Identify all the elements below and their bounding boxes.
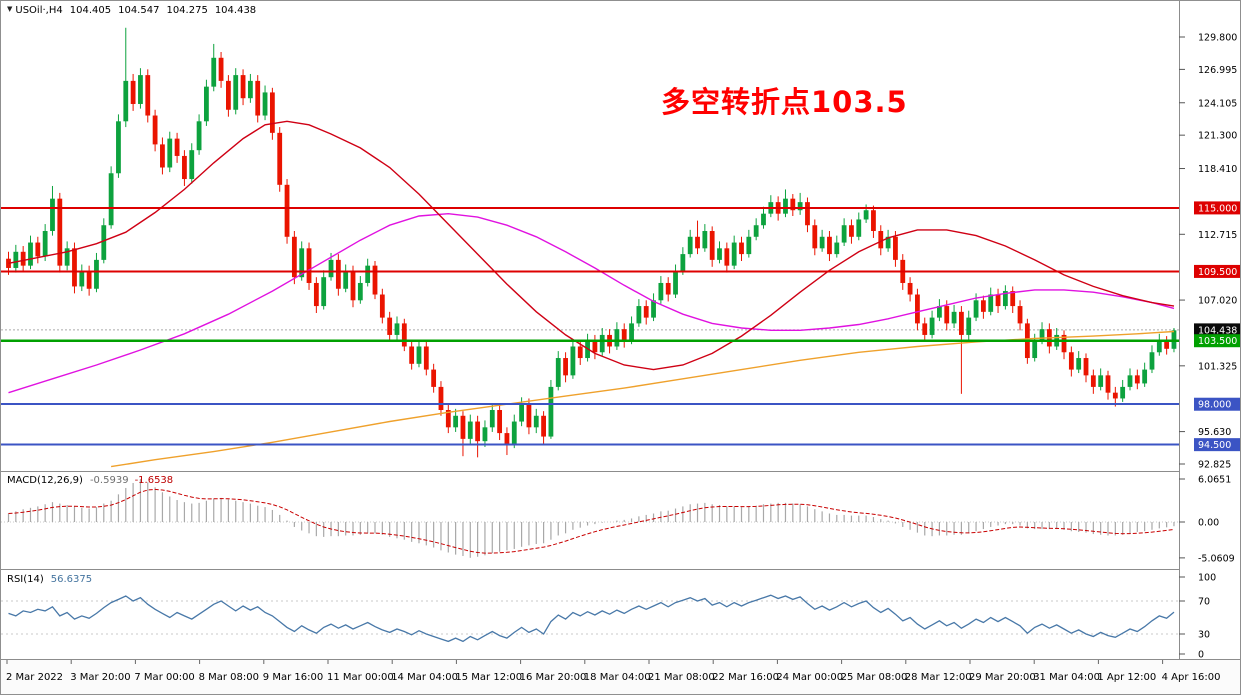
price-tick-label: 101.325	[1198, 361, 1237, 372]
ohlc-close: 104.438	[214, 5, 257, 16]
time-axis-label: 15 Mar 12:00	[455, 672, 522, 683]
time-axis-label: 24 Mar 00:00	[776, 672, 843, 683]
time-axis-label: 28 Mar 12:00	[905, 672, 972, 683]
time-axis-label: 2 Mar 2022	[6, 672, 63, 683]
price-tick-label: 95.630	[1198, 427, 1231, 438]
svg-text:104.438: 104.438	[1198, 325, 1237, 336]
rsi-scale-label: 0	[1198, 650, 1204, 661]
time-axis-label: 29 Mar 20:00	[969, 672, 1036, 683]
svg-text:103.500: 103.500	[1198, 336, 1237, 347]
time-axis-label: 9 Mar 16:00	[263, 672, 323, 683]
time-axis-label: 4 Apr 16:00	[1162, 672, 1221, 683]
macd-histogram	[7, 479, 1175, 558]
macd-scale-label: -5.0609	[1198, 553, 1235, 564]
macd-label-text: MACD(12,26,9)	[7, 475, 83, 486]
rsi-indicator-label: RSI(14) 56.6375	[7, 574, 92, 585]
ohlc-low: 104.275	[166, 5, 208, 16]
ohlc-open: 104.405	[69, 5, 112, 16]
svg-text:94.500: 94.500	[1198, 440, 1231, 451]
price-tick-label: 126.995	[1198, 65, 1237, 76]
price-tick-label: 118.410	[1198, 164, 1237, 175]
pane-separators	[1, 1, 1240, 660]
price-pane[interactable]	[1, 27, 1179, 468]
ma-red-line	[8, 120, 1175, 371]
time-axis-label: 31 Mar 04:00	[1033, 672, 1100, 683]
time-axis-label: 16 Mar 20:00	[520, 672, 587, 683]
price-tag-94.500	[1194, 438, 1240, 452]
collapse-arrow-icon[interactable]: ▼	[7, 5, 13, 13]
symbol-timeframe-label: USOil·,H4	[15, 5, 63, 16]
ma-orange-line	[110, 330, 1175, 468]
time-axis-label: 21 Mar 08:00	[648, 672, 715, 683]
price-tag-98.000	[1194, 397, 1240, 411]
rsi-pane[interactable]	[1, 594, 1179, 643]
macd-main-value: -0.5939	[89, 475, 129, 486]
macd-pane[interactable]	[1, 479, 1179, 558]
ohlc-high: 104.547	[118, 5, 160, 16]
rsi-label-text: RSI(14)	[7, 574, 44, 585]
chart-symbol-header: ▼ USOil·,H4 104.405 104.547 104.275 104.438	[7, 5, 256, 16]
price-axis[interactable]: 129.800 126.995 124.105 121.300 118.410 112.7…	[1179, 1, 1241, 661]
macd-indicator-label: MACD(12,26,9) -0.5939 -1.6538	[7, 475, 173, 486]
svg-text:109.500: 109.500	[1198, 267, 1237, 278]
ma-magenta-line	[8, 212, 1175, 394]
price-tick-label: 107.020	[1198, 296, 1237, 307]
price-tag-103.500	[1194, 334, 1240, 348]
time-axis-label: 25 Mar 08:00	[841, 672, 908, 683]
price-tick-label: 121.300	[1198, 131, 1237, 142]
rsi-value: 56.6375	[50, 574, 93, 585]
price-tick-label: 124.105	[1198, 98, 1237, 109]
time-axis-label: 8 Mar 08:00	[199, 672, 259, 683]
pivot-annotation: 多空转折点103.5	[661, 85, 908, 119]
svg-text:115.000: 115.000	[1198, 203, 1237, 214]
price-tag-104.438	[1194, 323, 1240, 337]
price-tick-label: 112.715	[1198, 230, 1237, 241]
time-axis-label: 18 Mar 04:00	[584, 672, 651, 683]
rsi-scale-label: 100	[1198, 573, 1216, 584]
time-axis-label: 22 Mar 16:00	[712, 672, 779, 683]
time-axis[interactable]: 2 Mar 2022 3 Mar 20:00 7 Mar 00:00 8 Mar 08…	[1, 660, 1241, 695]
price-tick-label: 92.825	[1198, 459, 1231, 470]
macd-scale-label: 6.0651	[1198, 474, 1231, 485]
price-tick-label: 129.800	[1198, 33, 1237, 44]
macd-signal-value: -1.6538	[134, 475, 174, 486]
time-axis-label: 1 Apr 12:00	[1097, 672, 1156, 683]
rsi-scale-label: 30	[1198, 630, 1210, 641]
macd-signal-line	[8, 488, 1175, 554]
svg-text:98.000: 98.000	[1198, 400, 1231, 411]
time-axis-label: 11 Mar 00:00	[327, 672, 394, 683]
time-axis-label: 14 Mar 04:00	[391, 672, 458, 683]
rsi-line	[8, 594, 1175, 643]
price-tag-115.000	[1194, 201, 1240, 215]
time-axis-label: 7 Mar 00:00	[134, 672, 194, 683]
macd-scale-label: 0.00	[1198, 518, 1219, 529]
price-tag-109.500	[1194, 264, 1240, 278]
time-axis-label: 3 Mar 20:00	[70, 672, 130, 683]
rsi-scale-label: 70	[1198, 597, 1210, 608]
